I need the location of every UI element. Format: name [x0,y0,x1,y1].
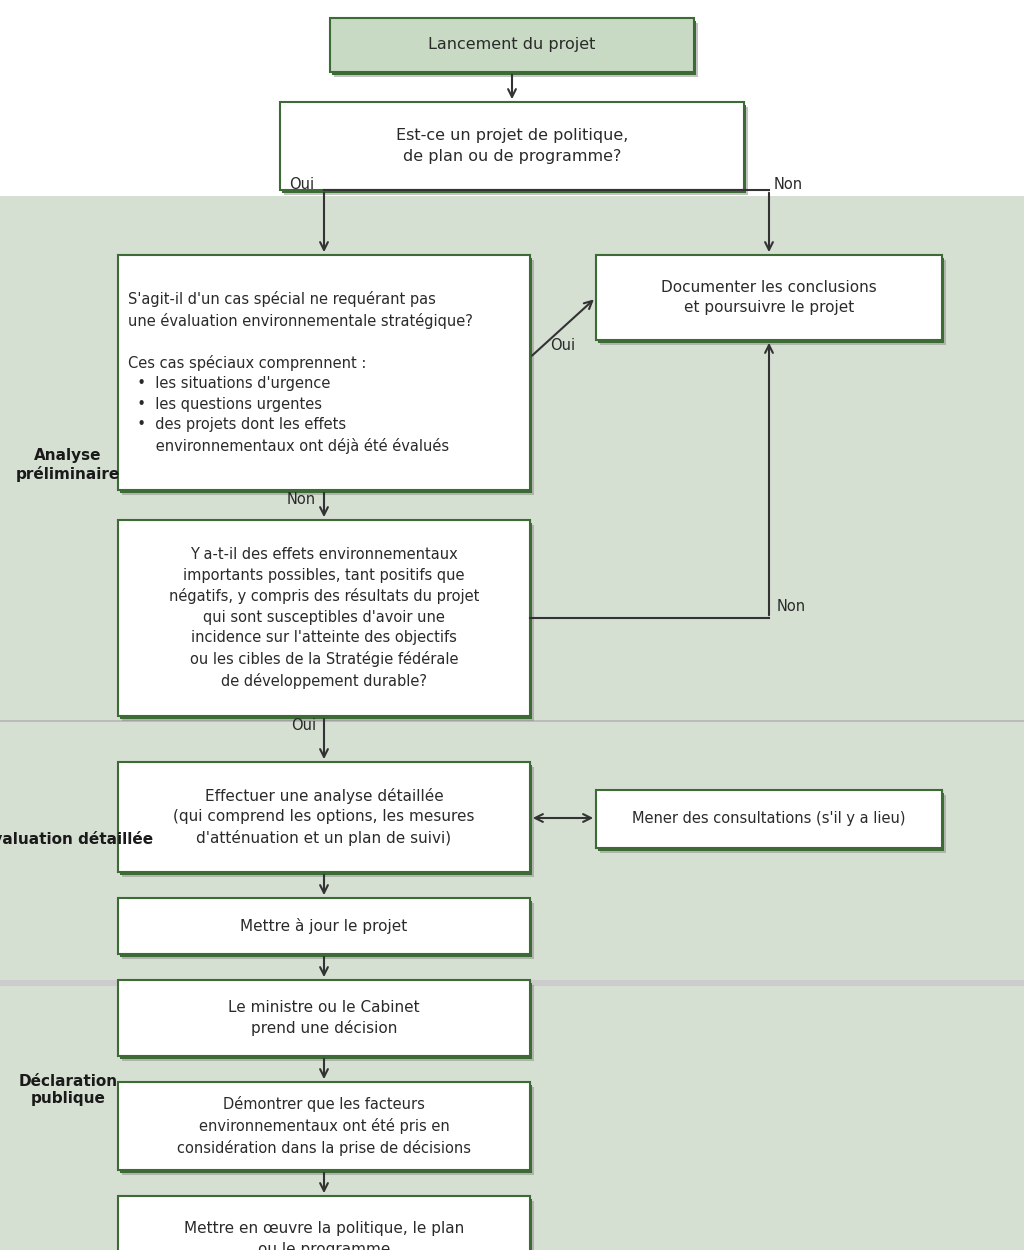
Bar [118,762,530,872]
Text: Oui: Oui [291,718,316,732]
Bar [120,258,532,492]
Bar [120,1085,532,1172]
Bar [282,105,746,192]
Text: Mener des consultations (s'il y a lieu): Mener des consultations (s'il y a lieu) [632,811,906,826]
Text: Oui: Oui [289,177,314,192]
Text: Non: Non [777,599,806,614]
Bar [122,525,534,721]
Text: S'agit-il d'un cas spécial ne requérant pas
une évaluation environnementale stra: S'agit-il d'un cas spécial ne requérant … [128,291,473,454]
Bar [330,18,694,72]
Bar [598,792,944,851]
Bar [0,980,1024,986]
Text: Y a-t-il des effets environnementaux
importants possibles, tant positifs que
nég: Y a-t-il des effets environnementaux imp… [169,548,479,689]
Bar [600,795,946,852]
Bar [122,768,534,878]
Text: Effectuer une analyse détaillée
(qui comprend les options, les mesures
d'atténua: Effectuer une analyse détaillée (qui com… [173,788,475,846]
Bar [118,1082,530,1170]
Bar [118,898,530,954]
Text: Évaluation détaillée: Évaluation détaillée [0,832,154,848]
Bar [0,986,1024,1250]
Bar [596,790,942,848]
Bar [122,985,534,1061]
Bar [118,255,530,490]
Text: Lancement du projet: Lancement du projet [428,38,596,53]
Bar [122,260,534,495]
Text: Est-ce un projet de politique,
de plan ou de programme?: Est-ce un projet de politique, de plan o… [396,129,628,164]
Bar [332,21,696,75]
Bar [280,102,744,190]
Text: Non: Non [287,492,316,508]
Text: Mettre en œuvre la politique, le plan
ou le programme: Mettre en œuvre la politique, le plan ou… [184,1221,464,1250]
Bar [122,1201,534,1250]
Bar [334,22,698,78]
Bar [600,260,946,345]
Bar [120,522,532,719]
Text: Déclaration
publique: Déclaration publique [18,1074,118,1106]
Bar [596,255,942,340]
Text: Non: Non [774,177,803,192]
Bar [120,982,532,1059]
Text: Documenter les conclusions
et poursuivre le projet: Documenter les conclusions et poursuivre… [662,280,877,315]
Bar [0,722,1024,980]
Text: Analyse
préliminaire: Analyse préliminaire [16,449,120,481]
Bar [0,196,1024,720]
Bar [118,1196,530,1250]
Text: Oui: Oui [551,339,575,354]
Bar [120,1199,532,1250]
Bar [122,902,534,959]
Bar [0,0,1024,196]
Bar [120,765,532,875]
Bar [598,258,944,343]
Bar [118,520,530,716]
Text: Démontrer que les facteurs
environnementaux ont été pris en
considération dans l: Démontrer que les facteurs environnement… [177,1096,471,1156]
Bar [118,980,530,1056]
Text: Mettre à jour le projet: Mettre à jour le projet [241,918,408,934]
Bar [0,720,1024,722]
Bar [122,1088,534,1175]
Bar [284,107,748,195]
Bar [120,901,532,958]
Text: Le ministre ou le Cabinet
prend une décision: Le ministre ou le Cabinet prend une déci… [228,1000,420,1036]
